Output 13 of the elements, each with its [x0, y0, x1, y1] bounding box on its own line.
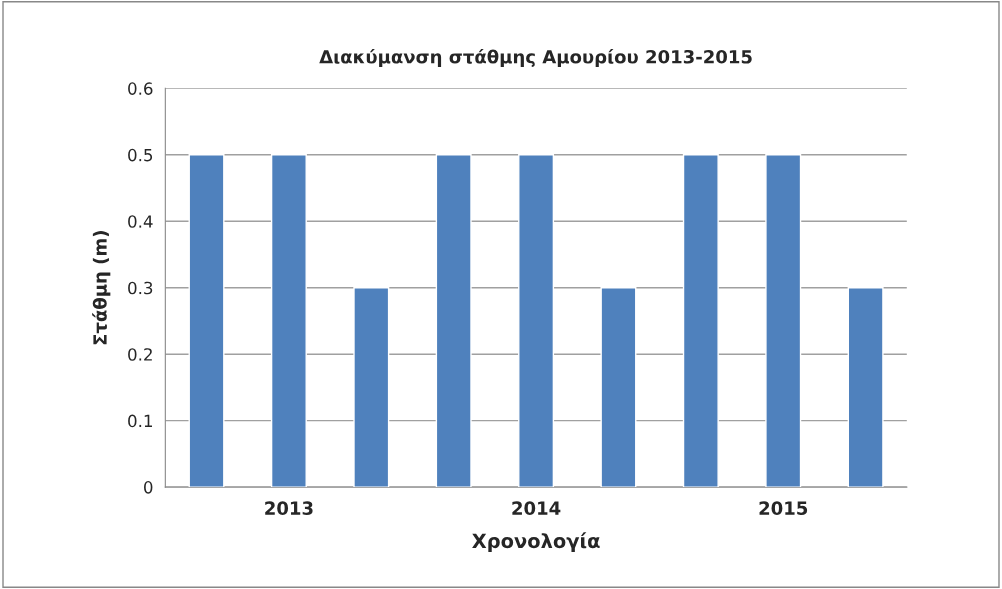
x-tick-label: 2013 [265, 501, 313, 515]
y-tick-label: 0.4 [128, 215, 153, 228]
chart-title: Διακύμανση στάθμης Αμουρίου 2013-2015 [319, 48, 752, 68]
y-axis-title: Στάθμη (m) [92, 231, 111, 345]
x-axis-title: Χρονολογία [472, 532, 600, 552]
y-tick-label: 0.6 [128, 82, 153, 95]
y-tick-label: 0.2 [128, 348, 152, 361]
y-tick-label: 0.1 [128, 414, 152, 428]
x-tick-label: 2015 [759, 501, 808, 515]
y-tick-label: 0 [144, 481, 153, 494]
y-tick-label: 0.5 [128, 148, 153, 162]
x-tick-label: 2014 [512, 501, 561, 515]
y-tick-label: 0.3 [128, 281, 153, 295]
